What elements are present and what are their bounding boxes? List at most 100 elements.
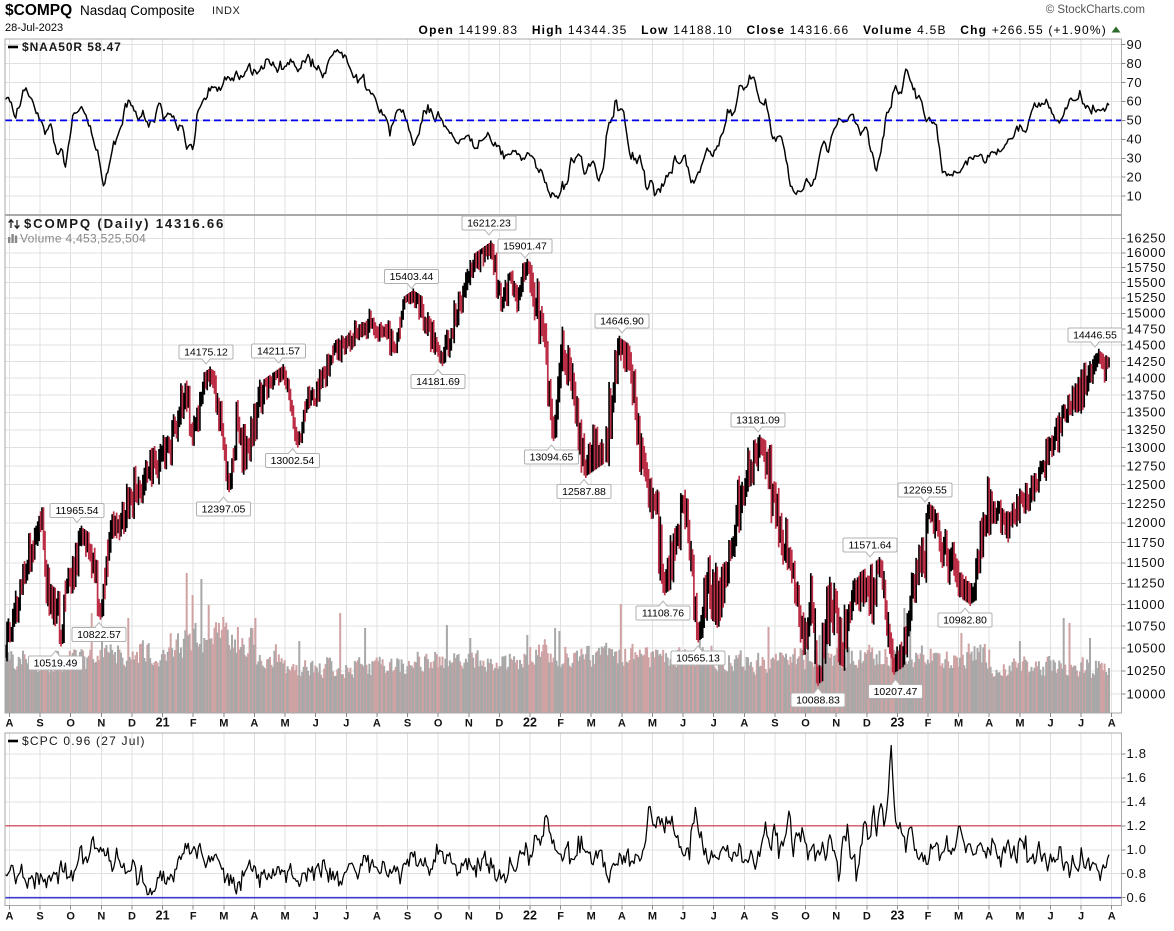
svg-text:F: F [190,911,197,923]
svg-text:80: 80 [1127,56,1143,71]
svg-text:A: A [250,718,258,730]
svg-text:F: F [190,718,197,730]
svg-text:1.2: 1.2 [1127,818,1147,833]
svg-text:10000: 10000 [1127,686,1167,701]
svg-text:M: M [954,911,963,923]
svg-text:14175.12: 14175.12 [184,347,228,359]
svg-text:15500: 15500 [1127,275,1167,290]
svg-text:A: A [740,718,748,730]
svg-text:J: J [1047,911,1053,923]
svg-text:10: 10 [1127,189,1143,204]
svg-text:13002.54: 13002.54 [271,455,315,467]
svg-text:11571.64: 11571.64 [848,540,891,552]
svg-text:14181.69: 14181.69 [416,376,460,388]
svg-text:J: J [313,718,319,730]
svg-text:0.8: 0.8 [1127,866,1147,881]
svg-text:23: 23 [890,716,904,730]
svg-text:14211.57: 14211.57 [257,346,300,358]
svg-text:J: J [711,718,717,730]
svg-text:11108.76: 11108.76 [642,608,684,620]
svg-text:11500: 11500 [1127,555,1166,570]
svg-text:70: 70 [1127,75,1143,90]
svg-text:10750: 10750 [1127,618,1167,633]
svg-text:A: A [740,911,748,923]
svg-text:0.6: 0.6 [1127,890,1147,905]
svg-text:O: O [801,911,810,923]
svg-text:O: O [434,718,443,730]
svg-text:D: D [863,911,871,923]
svg-text:S: S [36,911,43,923]
svg-text:O: O [66,911,75,923]
svg-text:14750: 14750 [1127,322,1167,337]
svg-text:11250: 11250 [1127,576,1166,591]
svg-text:10982.80: 10982.80 [943,615,987,627]
svg-text:J: J [680,911,686,923]
svg-text:A: A [985,911,993,923]
svg-text:22: 22 [523,716,537,730]
svg-text:Nasdaq Composite: Nasdaq Composite [80,3,195,18]
svg-text:A: A [618,718,626,730]
svg-text:O: O [801,718,810,730]
svg-text:A: A [373,911,381,923]
svg-text:S: S [404,718,411,730]
svg-text:16250: 16250 [1127,231,1167,246]
svg-text:16212.23: 16212.23 [467,218,511,230]
svg-text:10500: 10500 [1127,641,1167,656]
svg-text:J: J [711,911,717,923]
svg-text:M: M [1015,718,1024,730]
svg-text:13500: 13500 [1127,405,1167,420]
svg-text:O: O [434,911,443,923]
svg-text:28-Jul-2023: 28-Jul-2023 [5,22,63,34]
svg-text:13750: 13750 [1127,387,1167,402]
svg-text:S: S [771,911,778,923]
svg-text:15250: 15250 [1127,290,1167,305]
svg-text:N: N [465,718,473,730]
svg-text:D: D [863,718,871,730]
svg-text:90: 90 [1127,37,1143,52]
svg-text:15403.44: 15403.44 [390,271,434,283]
svg-text:S: S [404,911,411,923]
svg-text:N: N [832,718,840,730]
svg-text:21: 21 [156,909,170,923]
svg-text:10822.57: 10822.57 [77,629,121,641]
svg-text:22: 22 [523,909,537,923]
svg-text:M: M [219,911,228,923]
svg-text:M: M [954,718,963,730]
svg-text:10519.49: 10519.49 [34,658,78,670]
svg-text:F: F [925,911,932,923]
svg-text:14646.90: 14646.90 [600,316,644,328]
svg-text:12500: 12500 [1127,477,1167,492]
svg-text:J: J [343,911,349,923]
svg-text:12397.05: 12397.05 [202,504,246,516]
svg-text:13181.09: 13181.09 [736,415,780,427]
svg-text:J: J [1047,718,1053,730]
svg-text:12587.88: 12587.88 [562,486,606,498]
svg-text:30: 30 [1127,151,1143,166]
svg-text:16000: 16000 [1127,245,1167,260]
svg-text:F: F [557,718,564,730]
svg-text:N: N [465,911,473,923]
svg-text:50: 50 [1127,113,1143,128]
svg-text:M: M [648,718,657,730]
svg-text:40: 40 [1127,132,1143,147]
svg-text:D: D [128,911,136,923]
svg-text:A: A [985,718,993,730]
svg-text:11000: 11000 [1127,597,1166,612]
svg-text:A: A [618,911,626,923]
svg-text:J: J [313,911,319,923]
svg-text:12250: 12250 [1127,496,1167,511]
svg-text:S: S [36,718,43,730]
svg-text:Volume 4,453,525,504: Volume 4,453,525,504 [20,232,146,246]
svg-text:10250: 10250 [1127,663,1167,678]
svg-text:M: M [648,911,657,923]
svg-text:12750: 12750 [1127,458,1167,473]
svg-text:F: F [557,911,564,923]
svg-text:© StockCharts.com: © StockCharts.com [1046,4,1145,16]
svg-text:M: M [587,911,596,923]
svg-text:F: F [925,718,932,730]
svg-text:10565.13: 10565.13 [676,653,720,665]
svg-text:1.6: 1.6 [1127,770,1147,785]
svg-text:10088.83: 10088.83 [796,695,840,707]
svg-text:11965.54: 11965.54 [55,505,98,517]
svg-text:A: A [6,911,14,923]
